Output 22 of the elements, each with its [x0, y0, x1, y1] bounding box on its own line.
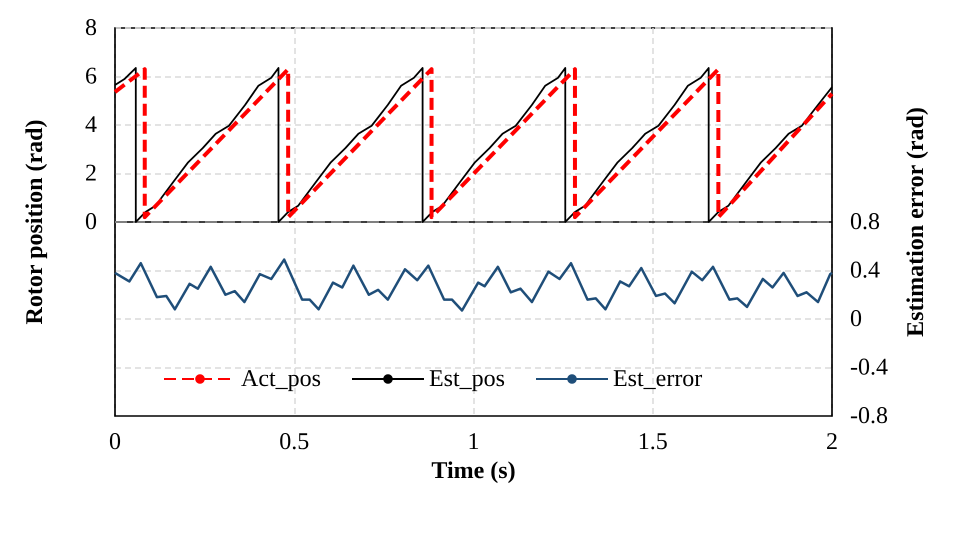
y-tick-label: 6: [85, 64, 97, 90]
y2-tick-label: -0.8: [850, 403, 888, 429]
x-tick-label: 0.5: [279, 429, 310, 455]
x-tick-label: 0: [109, 429, 121, 455]
y2-axis-title: Estimation error (rad): [903, 107, 929, 337]
y-tick-label: 8: [85, 15, 97, 41]
legend-label: Act_pos: [241, 366, 321, 392]
x-tick-label: 2: [826, 429, 838, 455]
y-tick-label: 0: [85, 209, 97, 235]
x-axis-title: Time (s): [431, 458, 516, 484]
legend-label: Est_pos: [428, 366, 506, 392]
y2-tick-label: 0: [850, 306, 862, 332]
line-series: [114, 258, 834, 312]
x-tick-label: 1.5: [638, 429, 668, 455]
x-tick-label: 1: [468, 429, 480, 455]
legend-label: Est_error: [613, 366, 702, 392]
y2-tick-label: 0.8: [850, 209, 880, 235]
y2-tick-label: -0.4: [850, 354, 888, 380]
y-tick-label: 4: [85, 112, 97, 138]
y-tick-label: 2: [85, 160, 97, 186]
y2-tick-label: 0.4: [850, 258, 880, 284]
y-axis-title: Rotor position (rad): [22, 120, 48, 324]
